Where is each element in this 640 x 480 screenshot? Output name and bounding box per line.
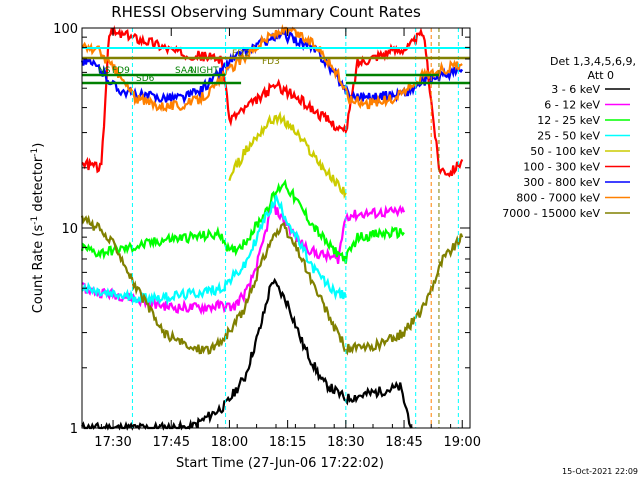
y-tick-label: 100: [53, 22, 78, 37]
x-tick-label: 19:00: [444, 435, 481, 450]
legend-label: 12 - 25 keV: [537, 114, 600, 127]
x-axis-label: Start Time (27-Jun-06 17:22:02): [176, 456, 384, 471]
series-line: [81, 194, 347, 306]
chart-title: RHESSI Observing Summary Count Rates: [111, 3, 421, 21]
y-axis-label: Count Rate (s-1 detector-1): [30, 143, 46, 314]
x-tick-label: 17:30: [94, 435, 131, 450]
legend-label: 3 - 6 keV: [551, 83, 600, 96]
legend-label: 7000 - 15000 keV: [502, 207, 600, 220]
y-tick-label: 10: [61, 222, 78, 237]
series-line: [80, 214, 464, 356]
legend-label: 800 - 7000 keV: [516, 192, 600, 205]
legend-label: 25 - 50 keV: [537, 130, 600, 143]
timestamp: 15-Oct-2021 22:09: [562, 467, 638, 476]
flag-label: SAA: [175, 66, 194, 76]
series-line: [81, 24, 463, 113]
x-tick-label: 18:30: [327, 435, 364, 450]
flag-label: FD2: [232, 49, 250, 59]
x-tick-label: 17:45: [153, 435, 190, 450]
flag-label: FD9: [112, 66, 130, 76]
flag-label: SD6: [136, 74, 155, 84]
legend-label: 100 - 300 keV: [523, 161, 600, 174]
flag-label: FD3: [262, 57, 280, 67]
legend-label: 6 - 12 keV: [544, 99, 600, 112]
y-tick-label: 1: [70, 422, 78, 437]
legend-header-line2: Att 0: [588, 69, 614, 82]
x-tick-label: 18:45: [385, 435, 422, 450]
legend-header-line1: Det 1,3,4,5,6,9,: [550, 55, 636, 68]
legend-label: 300 - 800 keV: [523, 176, 600, 189]
series-layer: [80, 24, 464, 431]
x-tick-label: 18:00: [211, 435, 248, 450]
series-line: [81, 277, 413, 431]
flag-label: NIGHT: [190, 66, 219, 76]
flag-label: NS: [98, 66, 111, 76]
series-line: [228, 110, 347, 200]
y-axis: 1 10 100: [53, 22, 470, 437]
x-axis: 17:30 17:45 18:00 18:15 18:30 18:45 19:00: [81, 28, 481, 450]
series-line: [81, 25, 464, 178]
legend: Det 1,3,4,5,6,9, Att 0 3 - 6 keV 6 - 12 k…: [502, 55, 636, 220]
series-line: [80, 178, 405, 264]
x-tick-label: 18:15: [269, 435, 306, 450]
legend-label: 50 - 100 keV: [530, 145, 600, 158]
